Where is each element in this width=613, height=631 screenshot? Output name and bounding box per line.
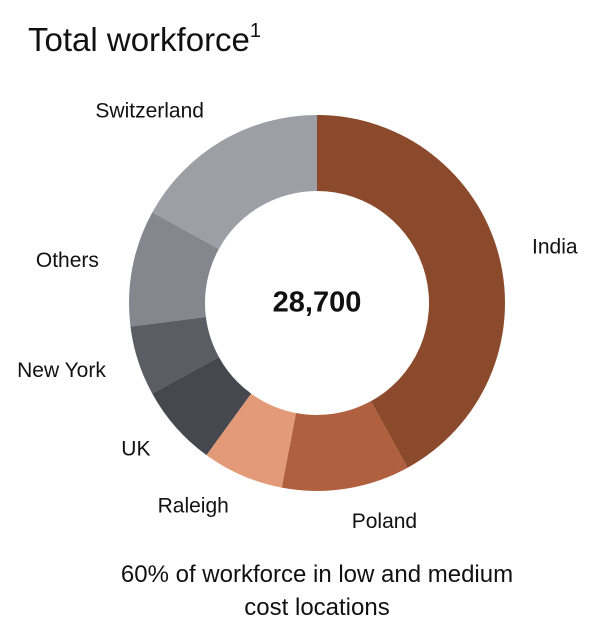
donut-segment [130,317,219,394]
donut-segment [206,393,297,488]
donut-segment [317,115,505,468]
segment-label: New York [17,359,106,382]
segment-label: UK [121,437,150,460]
segment-label: Switzerland [95,99,204,122]
segment-label: Poland [352,510,417,533]
footnote-marker: 1 [249,20,262,42]
donut-segment [152,356,252,456]
segment-label: Raleigh [158,494,229,517]
title-text: Total workforce [28,21,250,58]
title: Total workforce1 [28,20,261,59]
donut-segment [152,115,317,250]
donut-segment [129,212,219,327]
segment-label: Others [36,249,99,272]
segment-label: India [532,235,578,258]
donut-segment [281,401,408,491]
note: 60% of workforce in low and medium cost … [120,561,514,621]
center-label: 28,700 [273,287,362,319]
